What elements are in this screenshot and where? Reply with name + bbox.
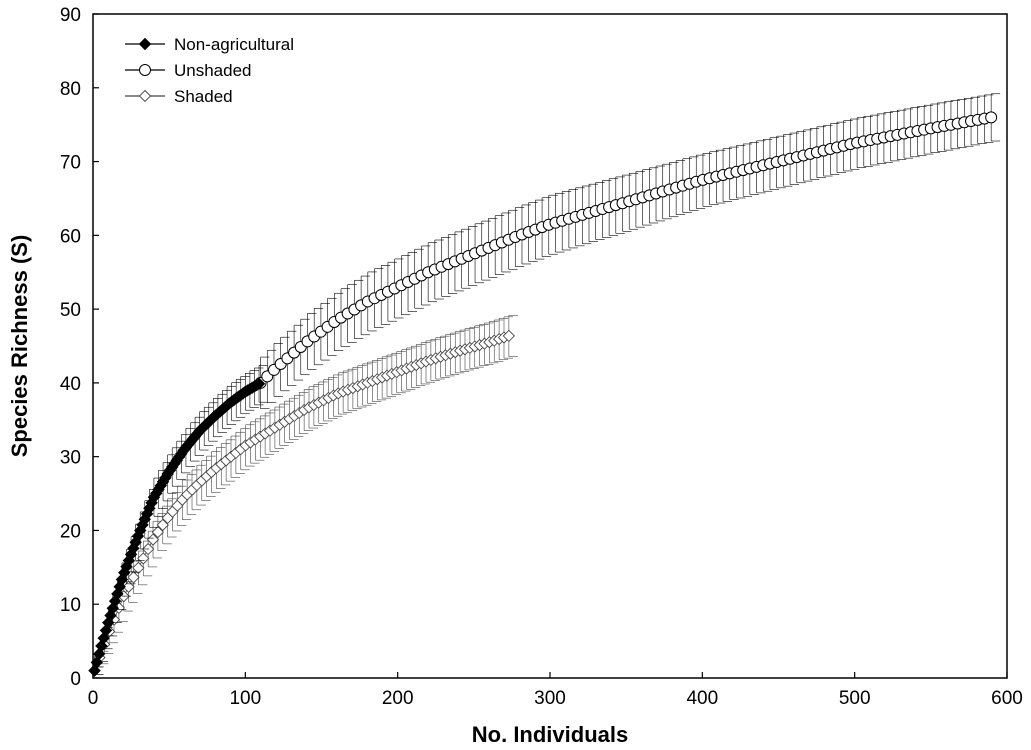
x-tick-label: 100: [229, 688, 261, 709]
y-tick-label: 60: [60, 226, 81, 247]
legend-label: Non-agricultural: [174, 35, 294, 54]
y-tick-label: 20: [60, 521, 81, 542]
data-point: [985, 111, 998, 124]
x-axis-ticks: 0 100 200 300 400 500 600: [88, 672, 1023, 709]
markers: [88, 377, 266, 677]
error-bars: [94, 365, 269, 675]
y-tick-label: 70: [60, 153, 81, 174]
y-tick-label: 50: [60, 300, 81, 321]
x-tick-label: 300: [534, 688, 566, 709]
legend-item: Shaded: [125, 87, 233, 106]
legend-label: Shaded: [174, 87, 233, 106]
data-point: [502, 329, 516, 343]
y-axis-ticks: 0 10 20 30 40 50 60 70 80 90: [60, 5, 99, 690]
y-tick-label: 80: [60, 79, 81, 100]
series-line: [260, 117, 992, 384]
x-tick-label: 200: [382, 688, 414, 709]
legend-item: Unshaded: [125, 61, 252, 80]
legend-label: Unshaded: [174, 61, 252, 80]
y-tick-label: 10: [60, 595, 81, 616]
series-layer: [88, 93, 1001, 677]
y-tick-label: 90: [60, 5, 81, 26]
series-line: [94, 383, 260, 671]
y-tick-label: 30: [60, 448, 81, 469]
x-tick-label: 600: [991, 688, 1023, 709]
x-tick-label: 500: [839, 688, 871, 709]
legend-item: Non-agricultural: [125, 35, 294, 54]
y-axis-title: Species Richness (S): [7, 235, 32, 458]
y-tick-label: 0: [70, 669, 81, 690]
data-point: [132, 561, 145, 575]
x-axis-title: No. Individuals: [472, 722, 628, 747]
data-point: [127, 571, 140, 584]
legend: Non-agricultural Unshaded Shaded: [125, 35, 294, 106]
legend-marker: [138, 37, 152, 51]
series-unshaded: [254, 93, 1001, 410]
data-point: [252, 377, 266, 390]
plot-area-frame: [92, 13, 1008, 679]
markers: [254, 111, 998, 389]
data-point: [151, 525, 165, 539]
data-point: [146, 533, 160, 546]
legend-marker: [139, 64, 151, 76]
data-point: [137, 552, 150, 565]
x-tick-label: 400: [686, 688, 718, 709]
y-tick-label: 40: [60, 374, 81, 395]
data-point: [156, 518, 169, 532]
series-non-agricultural: [88, 365, 269, 677]
legend-marker: [138, 89, 152, 103]
x-tick-label: 0: [88, 688, 99, 709]
